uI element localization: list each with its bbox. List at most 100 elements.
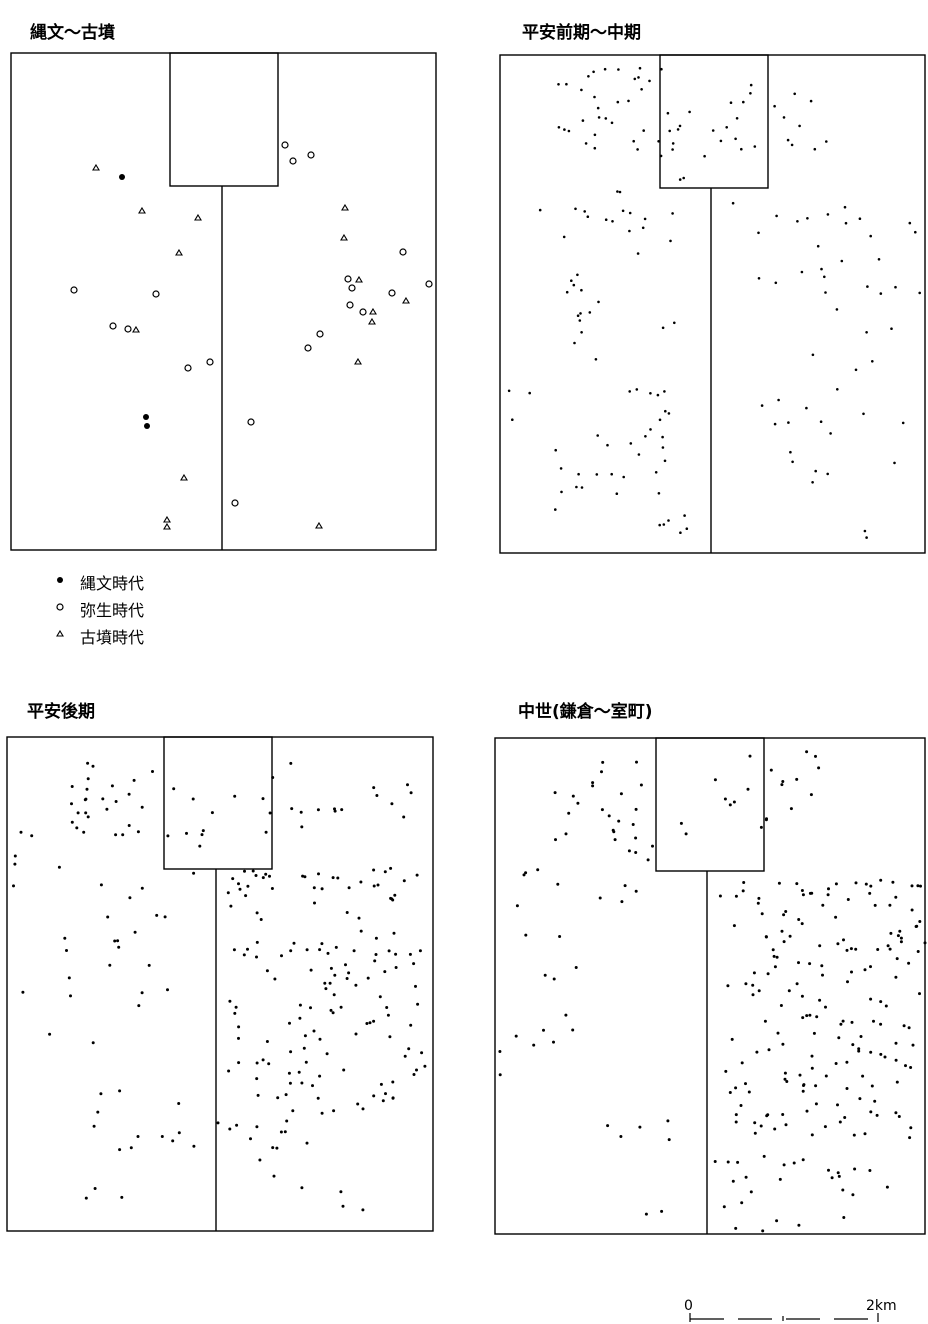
medieval-site-dot [897,1115,901,1118]
medieval-site-dot [713,778,717,782]
heian-early-mid-site-dot [570,279,573,283]
medieval-site-dot [741,889,745,893]
heian-early-mid-site-dot [668,129,671,133]
heian-early-mid-site-dot [580,288,583,292]
medieval-site-dot [805,1014,809,1018]
heian-early-mid-site-dot [618,190,622,194]
heian-early-mid-site-dot [787,421,790,424]
heian-early-mid-site-dot [640,88,643,91]
medieval-site-dot [556,882,560,886]
medieval-site-dot [824,1074,828,1078]
heian-late-site-dot [345,911,349,914]
heian-late-site-dot [258,1158,262,1162]
heian-early-mid-site-dot [658,418,662,422]
medieval-site-dot [869,1050,873,1054]
heian-late-site-dot [70,820,74,824]
medieval-site-dot [918,992,921,996]
yayoi-site-marker [70,286,78,294]
medieval-site-dot [722,1205,726,1209]
heian-late-site-dot [255,911,259,915]
heian-late-site-dot [83,798,87,802]
yayoi-site-marker [344,275,352,283]
heian-early-mid-site-dot [528,391,531,395]
medieval-site-dot [814,754,817,758]
medieval-site-dot [591,781,595,785]
heian-early-mid-site-dot [629,442,633,445]
legend-label-jomon: 縄文時代 [80,574,145,593]
medieval-site-dot [564,832,568,836]
map-panel-medieval [494,737,926,1235]
medieval-site-dot [784,910,788,913]
heian-early-mid-site-dot [611,220,614,223]
palace-enclosure [169,52,279,187]
heian-early-mid-site-dot [557,126,561,129]
heian-early-mid-site-dot [617,68,620,71]
palace-enclosure [659,54,769,189]
heian-early-mid-site-dot [678,124,682,128]
heian-late-site-dot [70,802,73,806]
heian-early-mid-site-dot [865,536,868,539]
medieval-site-dot [778,1177,782,1181]
medieval-site-dot [821,903,825,907]
heian-early-mid-site-dot [890,327,893,331]
heian-early-mid-site-dot [597,116,601,119]
heian-early-mid-site-dot [669,239,672,243]
heian-early-mid-site-dot [757,277,761,280]
medieval-site-dot [850,1020,854,1024]
medieval-site-dot [746,787,750,791]
heian-late-site-dot [318,1037,322,1041]
heian-late-site-dot [303,875,307,879]
medieval-site-dot [777,881,781,885]
heian-late-site-dot [420,1051,424,1055]
medieval-site-dot [907,961,911,965]
medieval-site-dot [910,884,914,888]
heian-early-mid-site-dot [538,208,542,212]
heian-early-mid-site-dot [725,126,728,129]
medieval-site-dot [879,1022,883,1026]
heian-late-site-dot [280,954,283,958]
medieval-site-dot [869,884,873,888]
heian-early-mid-site-dot [711,129,715,132]
medieval-site-dot [783,1077,787,1081]
heian-late-site-dot [376,883,380,887]
heian-early-mid-site-dot [661,435,664,439]
medieval-site-dot [868,1169,872,1172]
medieval-site-dot [845,1060,849,1064]
medieval-site-dot [734,1086,738,1090]
yayoi-site-marker [247,418,255,426]
kofun-site-marker [355,275,363,283]
medieval-site-dot [514,1034,518,1038]
heian-early-mid-site-dot [593,95,596,99]
medieval-site-dot [619,1135,623,1138]
heian-late-site-dot [92,1124,96,1128]
medieval-site-dot [902,1024,906,1028]
medieval-site-dot [619,792,623,796]
medieval-site-dot [851,1193,855,1197]
heian-late-site-dot [155,913,159,917]
heian-early-mid-site-dot [565,290,569,294]
heian-early-mid-site-dot [824,291,827,294]
heian-early-mid-site-dot [572,283,576,287]
heian-late-site-dot [372,1019,376,1023]
medieval-site-dot [498,1050,502,1053]
heian-late-site-dot [160,1135,164,1138]
heian-early-mid-site-dot [583,210,586,213]
heian-late-site-dot [13,862,17,866]
medieval-site-dot [923,941,927,945]
kofun-site-marker [194,213,202,221]
heian-late-site-dot [347,886,351,890]
heian-late-site-dot [12,884,15,888]
medieval-site-dot [857,1049,861,1053]
heian-late-site-dot [279,1130,283,1134]
heian-late-site-dot [273,977,277,981]
heian-late-site-dot [305,948,309,952]
heian-early-mid-site-dot [703,154,706,158]
medieval-site-dot [886,944,890,948]
medieval-site-dot [747,1090,751,1094]
heian-late-site-dot [394,966,398,969]
medieval-site-dot [775,1219,779,1223]
heian-late-site-dot [237,1036,240,1040]
medieval-site-dot [810,1066,814,1070]
heian-late-site-dot [309,1006,312,1010]
heian-late-site-dot [99,883,103,887]
